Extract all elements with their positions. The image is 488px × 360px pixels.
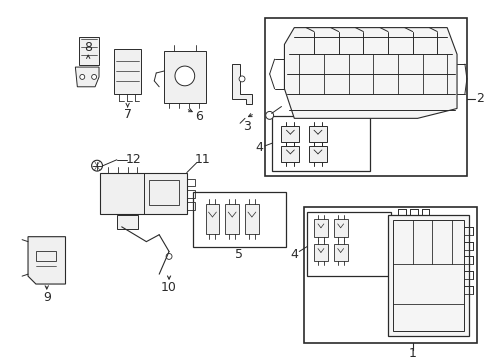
Bar xyxy=(164,51,205,103)
Bar xyxy=(36,252,56,261)
Text: 9: 9 xyxy=(43,291,51,304)
Polygon shape xyxy=(225,204,239,234)
Bar xyxy=(149,180,179,205)
Text: 6: 6 xyxy=(194,110,202,123)
Bar xyxy=(264,18,466,176)
Text: 11: 11 xyxy=(194,153,210,166)
Bar xyxy=(192,192,286,247)
Polygon shape xyxy=(284,28,456,118)
Circle shape xyxy=(91,75,96,80)
Polygon shape xyxy=(333,244,347,261)
Text: 1: 1 xyxy=(408,347,416,360)
Bar xyxy=(79,37,99,65)
Text: 4: 4 xyxy=(290,248,298,261)
Circle shape xyxy=(265,112,273,119)
Polygon shape xyxy=(232,64,251,104)
Polygon shape xyxy=(244,204,258,234)
Bar xyxy=(186,202,194,210)
Bar xyxy=(271,116,369,171)
Polygon shape xyxy=(333,219,347,237)
Bar xyxy=(304,207,476,343)
Circle shape xyxy=(80,75,84,80)
Text: 5: 5 xyxy=(235,248,243,261)
Polygon shape xyxy=(313,219,327,237)
Polygon shape xyxy=(28,237,65,284)
Bar xyxy=(117,215,138,229)
Text: 2: 2 xyxy=(475,92,483,105)
Circle shape xyxy=(175,66,194,86)
Bar xyxy=(114,49,141,94)
Bar xyxy=(306,212,390,276)
Text: 8: 8 xyxy=(84,41,92,54)
Polygon shape xyxy=(75,67,99,87)
Bar xyxy=(392,220,463,331)
Circle shape xyxy=(166,253,172,259)
Polygon shape xyxy=(313,244,327,261)
Text: 3: 3 xyxy=(243,120,250,133)
Text: 12: 12 xyxy=(125,153,141,166)
Text: 4: 4 xyxy=(255,141,263,154)
Polygon shape xyxy=(308,146,326,162)
Polygon shape xyxy=(205,204,219,234)
Bar xyxy=(186,190,194,198)
Text: 10: 10 xyxy=(161,282,177,294)
Bar xyxy=(100,172,186,214)
Circle shape xyxy=(239,76,244,82)
Bar xyxy=(186,179,194,186)
Polygon shape xyxy=(281,146,299,162)
Polygon shape xyxy=(308,126,326,142)
Bar xyxy=(387,215,468,336)
Text: 7: 7 xyxy=(123,108,131,121)
Circle shape xyxy=(91,160,102,171)
Polygon shape xyxy=(281,126,299,142)
